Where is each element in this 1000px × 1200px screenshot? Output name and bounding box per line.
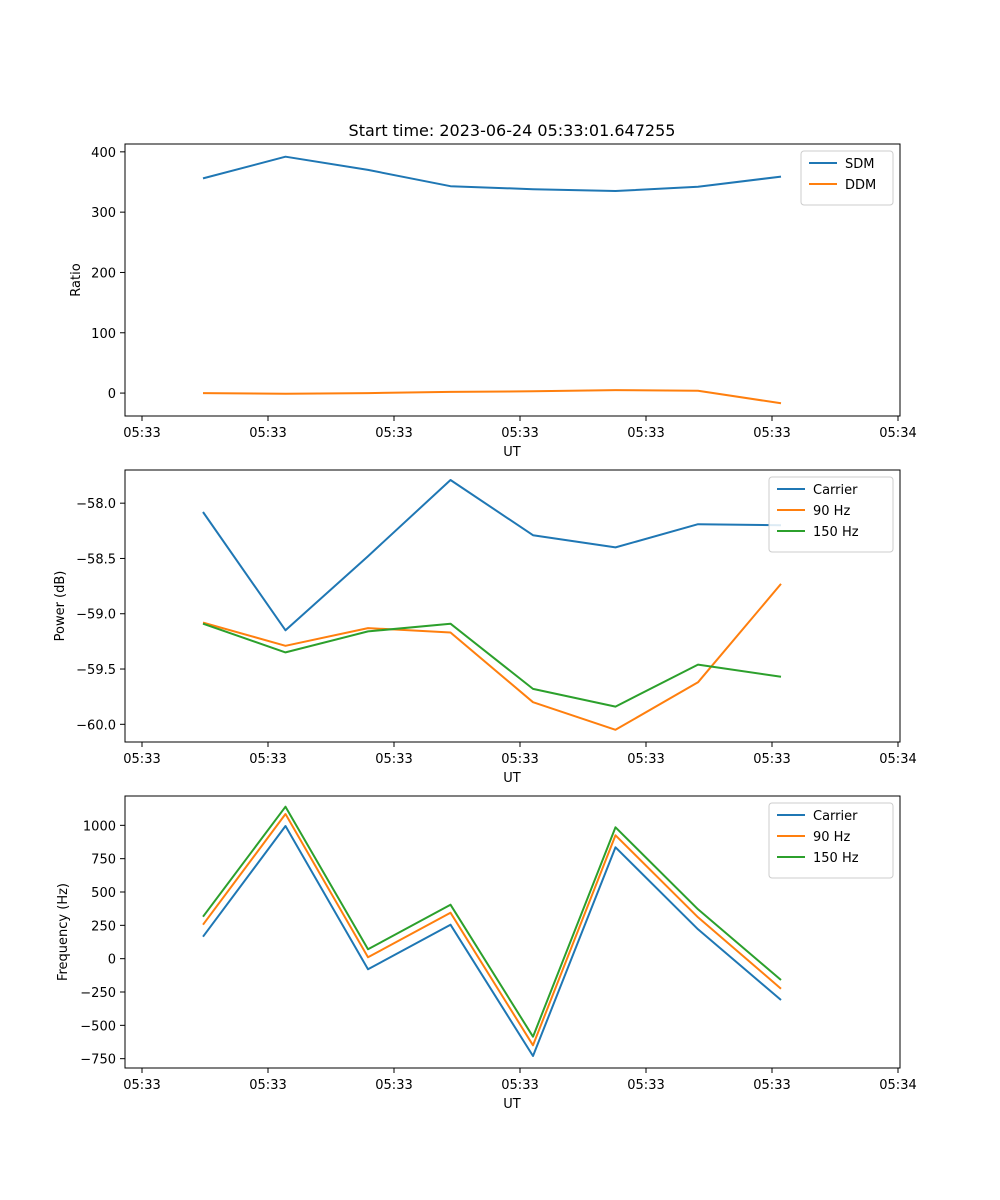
x-tick-label: 05:33: [753, 426, 790, 441]
chart-1: 05:33 05:33 05:33 05:33 05:33 05:33 05:34 UT 0 10…: [69, 143, 917, 460]
series-line-carrier: [202, 825, 782, 1057]
x-tick-label: 05:34: [879, 752, 916, 767]
plot-frame: [124, 795, 901, 1069]
legend-entry: DDM: [845, 178, 876, 193]
series-line-90-hz: [202, 813, 782, 1047]
x-tick-label: 05:33: [375, 1078, 412, 1093]
legend-entry: 150 Hz: [813, 851, 859, 866]
x-tick-label: 05:33: [123, 1078, 160, 1093]
y-tick-label: 100: [91, 327, 116, 342]
legend: Carrier 90 Hz 150 Hz: [768, 476, 894, 553]
x-tick-label: 05:33: [123, 752, 160, 767]
y-tick-label: 250: [91, 919, 116, 934]
x-tick-label: 05:33: [249, 426, 286, 441]
chart-3: 05:33 05:33 05:33 05:33 05:33 05:33 05:34 UT 100…: [56, 795, 917, 1112]
legend-entry: 150 Hz: [813, 525, 859, 540]
y-tick-label: −59.5: [76, 663, 116, 678]
y-tick-label: 200: [91, 266, 116, 281]
series-line-sdm: [202, 155, 782, 192]
series-line-carrier: [202, 479, 782, 632]
x-tick-label: 05:33: [123, 426, 160, 441]
legend-entry: 90 Hz: [813, 504, 850, 519]
y-tick-label: −500: [80, 1019, 116, 1034]
y-tick-label: 750: [91, 853, 116, 868]
y-axis-label: Power (dB): [53, 571, 68, 642]
legend: SDM DDM: [800, 150, 894, 206]
x-axis-label: UT: [503, 771, 521, 786]
legend-box: [800, 150, 894, 206]
y-axis-label: Frequency (Hz): [56, 883, 71, 981]
x-tick-label: 05:33: [375, 426, 412, 441]
x-tick-label: 05:33: [627, 752, 664, 767]
y-tick-label: −750: [80, 1053, 116, 1068]
y-tick-label: −60.0: [76, 718, 116, 733]
y-tick-label: −58.0: [76, 497, 116, 512]
x-tick-label: 05:34: [879, 426, 916, 441]
y-tick-label: 300: [91, 206, 116, 221]
series-line-ddm: [202, 389, 782, 405]
x-tick-label: 05:33: [249, 752, 286, 767]
series-line-150-hz: [202, 622, 782, 708]
plot-frame: [124, 469, 901, 743]
series-line-150-hz: [202, 805, 782, 1038]
x-tick-label: 05:33: [501, 426, 538, 441]
x-tick-label: 05:33: [501, 1078, 538, 1093]
x-tick-label: 05:33: [627, 426, 664, 441]
legend-entry: SDM: [845, 157, 874, 172]
legend-box: [768, 802, 894, 879]
y-tick-label: 0: [108, 387, 116, 402]
chart-2: 05:33 05:33 05:33 05:33 05:33 05:33 05:34 UT −58…: [53, 469, 917, 786]
x-tick-label: 05:34: [879, 1078, 916, 1093]
y-tick-label: 0: [108, 953, 116, 968]
x-axis-label: UT: [503, 445, 521, 460]
y-tick-label: 500: [91, 886, 116, 901]
x-tick-label: 05:33: [501, 752, 538, 767]
x-tick-label: 05:33: [627, 1078, 664, 1093]
y-tick-label: 1000: [83, 819, 116, 834]
x-tick-label: 05:33: [375, 752, 412, 767]
y-tick-label: −250: [80, 986, 116, 1001]
y-tick-label: −58.5: [76, 552, 116, 567]
x-axis-label: UT: [503, 1097, 521, 1112]
legend: Carrier 90 Hz 150 Hz: [768, 802, 894, 879]
y-tick-label: −59.0: [76, 608, 116, 623]
x-tick-label: 05:33: [753, 1078, 790, 1093]
charts: 05:33 05:33 05:33 05:33 05:33 05:33 05:34 UT 0 10…: [53, 143, 917, 1112]
y-tick-label: 400: [91, 146, 116, 161]
legend-entry: Carrier: [813, 483, 858, 498]
legend-entry: 90 Hz: [813, 830, 850, 845]
x-tick-label: 05:33: [249, 1078, 286, 1093]
legend-box: [768, 476, 894, 553]
plot-frame: [124, 143, 901, 417]
y-axis-label: Ratio: [69, 263, 84, 296]
figure-title: Start time: 2023-06-24 05:33:01.647255: [349, 121, 676, 140]
legend-entry: Carrier: [813, 809, 858, 824]
x-tick-label: 05:33: [753, 752, 790, 767]
series-line-90-hz: [202, 583, 782, 731]
